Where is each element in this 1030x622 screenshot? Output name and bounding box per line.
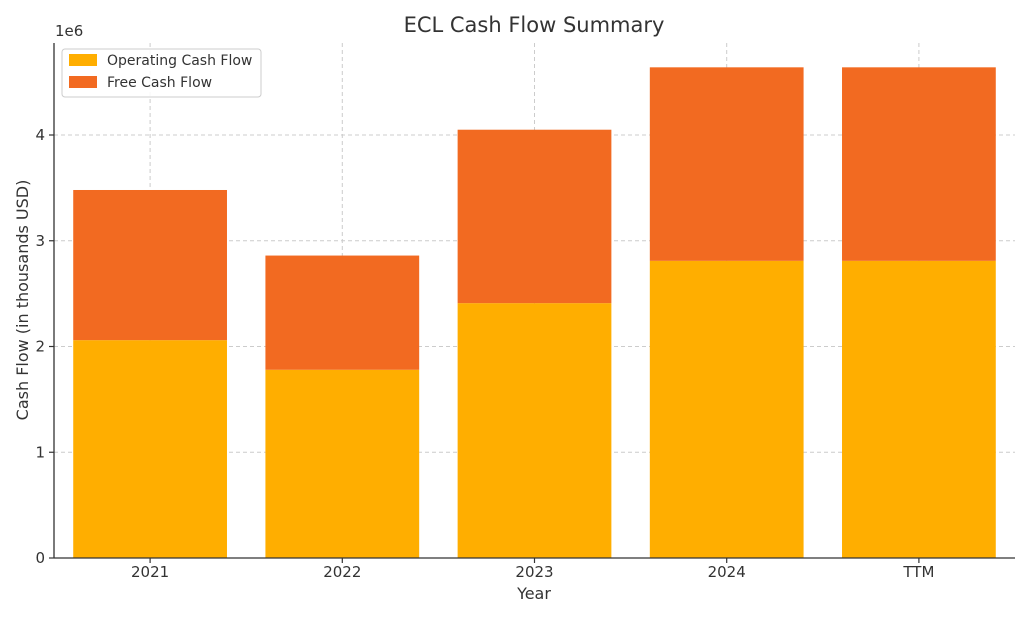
ticks-layer: 0 1 2 3 4 2021 2022 2023 2024 TTM xyxy=(35,126,934,581)
bar-operating-cash-flow-2022 xyxy=(265,369,420,558)
legend-swatch xyxy=(69,54,97,66)
x-tick-label: TTM xyxy=(902,563,934,581)
y-tick-label: 4 xyxy=(35,126,45,144)
y-offset-label: 1e6 xyxy=(55,22,83,40)
y-axis-label: Cash Flow (in thousands USD) xyxy=(13,180,32,421)
x-axis-label: Year xyxy=(516,584,551,603)
bar-free-cash-flow-2023 xyxy=(457,129,612,304)
x-tick-label: 2022 xyxy=(323,563,361,581)
y-tick-label: 2 xyxy=(35,338,45,356)
bars-layer xyxy=(73,67,996,558)
bar-free-cash-flow-2021 xyxy=(73,189,227,341)
x-tick-label: 2023 xyxy=(515,563,553,581)
y-tick-label: 0 xyxy=(35,549,45,567)
bar-free-cash-flow-ttm xyxy=(842,67,996,261)
legend-label: Operating Cash Flow xyxy=(107,53,252,69)
bar-operating-cash-flow-ttm xyxy=(842,260,996,558)
chart-title: ECL Cash Flow Summary xyxy=(404,13,665,37)
bar-free-cash-flow-2024 xyxy=(649,67,804,261)
legend-swatch xyxy=(69,76,97,88)
y-tick-label: 3 xyxy=(35,232,45,250)
bar-free-cash-flow-2022 xyxy=(265,255,420,370)
legend-label: Free Cash Flow xyxy=(107,75,212,91)
bar-operating-cash-flow-2021 xyxy=(73,340,227,558)
bar-operating-cash-flow-2024 xyxy=(649,260,804,558)
legend: Operating Cash Flow Free Cash Flow xyxy=(61,48,262,98)
x-tick-label: 2024 xyxy=(708,563,746,581)
bar-operating-cash-flow-2023 xyxy=(457,303,612,558)
x-tick-label: 2021 xyxy=(131,563,169,581)
legend-box xyxy=(61,48,262,98)
y-tick-label: 1 xyxy=(35,443,45,461)
